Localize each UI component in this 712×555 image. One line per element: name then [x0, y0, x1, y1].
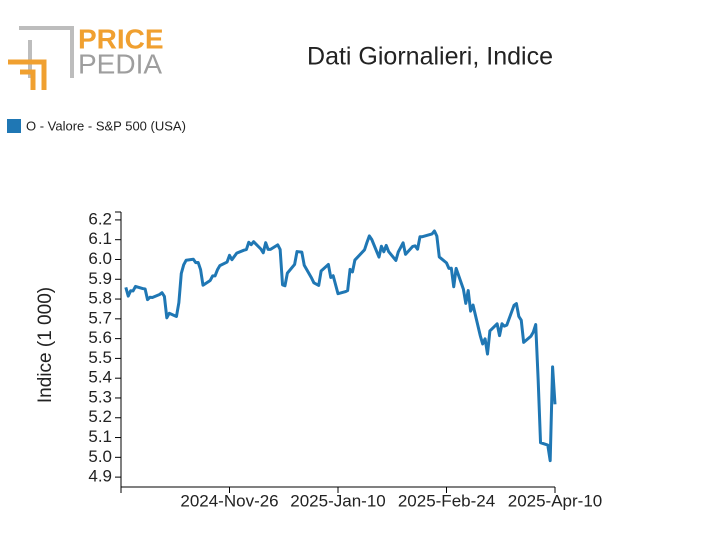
x-tick-label: 2024-Nov-26 [180, 491, 278, 510]
y-tick-label: 6.0 [88, 249, 112, 268]
y-tick-label: 5.2 [88, 407, 112, 426]
y-tick-label: 5.7 [88, 308, 112, 327]
legend-label: O - Valore - S&P 500 (USA) [26, 118, 186, 133]
logo-mark [20, 69, 36, 90]
y-tick-label: 5.3 [88, 387, 112, 406]
logo-mark [19, 26, 74, 78]
chart-title: Dati Giornalieri, Indice [307, 43, 553, 71]
y-tick-label: 5.6 [88, 328, 112, 347]
x-tick-label: 2025-Feb-24 [398, 491, 495, 510]
data-line [124, 229, 557, 463]
y-axis-label: Indice (1 000) [35, 287, 56, 403]
legend-swatch [7, 119, 21, 133]
x-tick-label: 2025-Jan-10 [290, 491, 385, 510]
x-tick-label: 2025-Apr-10 [508, 491, 603, 510]
y-tick-label: 5.0 [88, 447, 112, 466]
y-tick-label: 5.8 [88, 289, 112, 308]
logo-mark [8, 59, 47, 90]
y-tick-label: 6.2 [88, 209, 112, 228]
y-tick-label: 5.1 [88, 427, 112, 446]
y-tick-label: 4.9 [88, 467, 112, 486]
y-tick-label: 5.4 [88, 368, 112, 387]
logo-text: PEDIA [78, 48, 162, 79]
y-tick-label: 6.1 [88, 229, 112, 248]
y-tick-label: 5.9 [88, 269, 112, 288]
logo: PRICE PEDIA [8, 23, 164, 90]
logo-text: PRICE [78, 23, 164, 54]
y-tick-label: 5.5 [88, 348, 112, 367]
